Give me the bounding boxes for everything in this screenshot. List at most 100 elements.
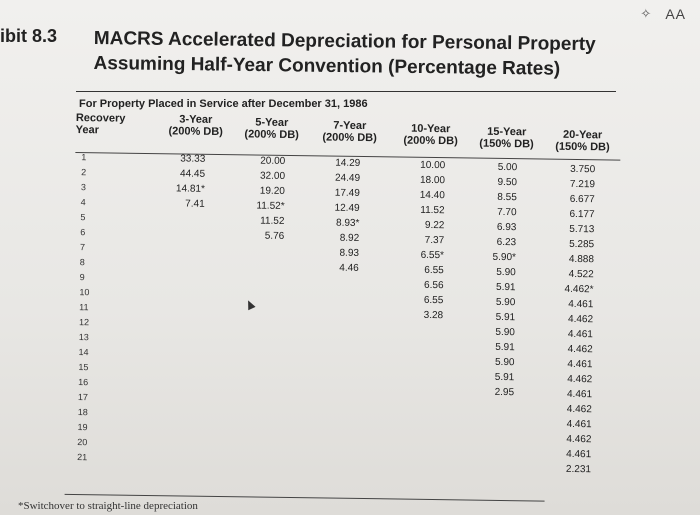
rate-cell: 19.20 <box>259 185 285 197</box>
header-col-10yr-period: 10-Year <box>411 122 451 136</box>
rate-cell: 5.91 <box>495 341 515 354</box>
rate-cell: 7.41 <box>185 198 205 210</box>
rate-cell: 5.90 <box>494 356 515 369</box>
header-recovery-label: Recovery <box>75 111 126 125</box>
recovery-year: 20 <box>77 437 88 448</box>
rate-cell: 5.90 <box>495 296 516 309</box>
rate-cell: 7.70 <box>497 206 517 219</box>
text-size-button[interactable]: AA <box>665 6 686 22</box>
header-col-7yr: 7-Year (200% DB) <box>314 119 386 145</box>
rate-cell: 7.219 <box>569 178 596 191</box>
rate-cell: 4.462 <box>566 433 592 446</box>
reader-toolbar: ✧ AA <box>640 6 686 22</box>
header-col-3yr: 3-Year (200% DB) <box>160 113 232 138</box>
rate-cell: 4.462 <box>567 313 594 326</box>
rate-cell: 4.462 <box>566 403 592 416</box>
rate-cell: 5.91 <box>495 281 516 294</box>
header-col-20yr: 20-Year (150% DB) <box>545 129 619 154</box>
header-recovery: Recovery Year <box>76 112 126 137</box>
title-line-2: Assuming Half-Year Convention (Percentag… <box>93 52 561 80</box>
rate-cell: 5.285 <box>569 238 595 251</box>
recovery-year: 16 <box>78 377 89 388</box>
rate-cell: 11.52* <box>256 200 285 212</box>
rate-cell: 6.56 <box>424 279 444 292</box>
header-col-5yr: 5-Year (200% DB) <box>236 116 308 142</box>
rate-cell: 11.52 <box>260 215 285 227</box>
header-col-5yr-period: 5-Year <box>255 116 289 129</box>
rate-cell: 4.461 <box>567 328 593 341</box>
rate-cell: 9.50 <box>497 176 518 189</box>
recovery-year: 21 <box>77 452 88 463</box>
header-col-15yr-method: (150% DB) <box>479 137 534 151</box>
recovery-year: 8 <box>79 257 85 268</box>
rate-cell: 12.49 <box>334 202 360 214</box>
rate-cell: 5.91 <box>495 311 516 324</box>
rate-cell: 33.33 <box>180 153 206 165</box>
recovery-year: 11 <box>79 302 89 313</box>
rate-cell: 4.462 <box>567 373 593 386</box>
header-col-10yr-method: (200% DB) <box>403 134 458 148</box>
rate-cell: 7.37 <box>424 234 445 247</box>
recovery-year: 12 <box>78 317 90 328</box>
recovery-year: 4 <box>80 197 86 208</box>
recovery-year: 7 <box>79 242 86 253</box>
rate-cell: 5.00 <box>497 161 518 174</box>
rate-cell: 4.461 <box>566 448 592 461</box>
divider <box>76 91 616 92</box>
rate-cell: 5.90 <box>496 266 516 279</box>
rate-cell: 4.522 <box>568 268 594 281</box>
rate-cell: 8.92 <box>339 232 360 244</box>
recovery-year: 2 <box>81 167 87 178</box>
rate-cell: 17.49 <box>334 187 360 199</box>
rate-cell: 4.461 <box>566 418 592 431</box>
recovery-year: 6 <box>80 227 86 238</box>
header-col-7yr-period: 7-Year <box>333 119 367 133</box>
header-col-15yr: 15-Year (150% DB) <box>469 125 543 151</box>
recovery-year: 9 <box>79 272 85 283</box>
footnote: *Switchover to straight-line depreciatio… <box>18 500 198 512</box>
rate-cell: 14.40 <box>419 189 445 202</box>
rate-cell: 5.713 <box>569 223 595 236</box>
rate-cell: 2.95 <box>494 386 515 399</box>
page-title: MACRS Accelerated Depreciation for Perso… <box>93 26 595 82</box>
rate-cell: 4.461 <box>567 358 593 371</box>
rate-cell: 4.461 <box>566 388 593 401</box>
rate-cell: 18.00 <box>419 174 446 187</box>
header-col-5yr-method: (200% DB) <box>244 128 299 142</box>
rate-cell: 3.28 <box>423 309 444 322</box>
rate-cell: 6.55 <box>423 294 444 307</box>
rate-cell: 3.750 <box>570 163 596 176</box>
header-col-10yr: 10-Year (200% DB) <box>393 122 467 148</box>
recovery-year: 18 <box>77 407 88 418</box>
rate-cell: 6.177 <box>569 208 595 221</box>
rate-cell: 6.677 <box>569 193 595 206</box>
rate-cell: 44.45 <box>179 168 206 180</box>
header-col-20yr-period: 20-Year <box>563 128 603 142</box>
text-scan-icon[interactable]: ✧ <box>640 6 652 21</box>
recovery-year: 19 <box>77 422 88 433</box>
rate-cell: 4.462* <box>564 283 594 296</box>
rate-cell: 11.52 <box>420 204 445 217</box>
rate-cell: 8.93* <box>335 217 360 229</box>
rate-cell: 9.22 <box>424 219 445 232</box>
rate-cell: 4.462 <box>567 343 593 356</box>
recovery-year: 13 <box>78 332 89 343</box>
rate-cell: 6.93 <box>496 221 517 234</box>
recovery-year: 3 <box>80 182 86 193</box>
header-col-7yr-method: (200% DB) <box>322 131 377 145</box>
rate-cell: 24.49 <box>334 172 361 184</box>
rate-cell: 32.00 <box>259 170 286 182</box>
rate-cell: 14.29 <box>335 157 361 169</box>
header-year-label: Year <box>75 123 100 137</box>
rate-cell: 5.90* <box>492 251 517 264</box>
rate-cell: 2.231 <box>565 463 592 476</box>
rate-cell: 20.00 <box>260 155 286 167</box>
recovery-year: 15 <box>78 362 89 373</box>
header-col-15yr-period: 15-Year <box>487 125 527 139</box>
table-subtitle: For Property Placed in Service after Dec… <box>79 98 368 110</box>
rate-cell: 5.91 <box>494 371 515 384</box>
recovery-year: 10 <box>79 287 90 298</box>
recovery-year: 5 <box>80 212 86 223</box>
header-col-20yr-method: (150% DB) <box>555 140 610 154</box>
